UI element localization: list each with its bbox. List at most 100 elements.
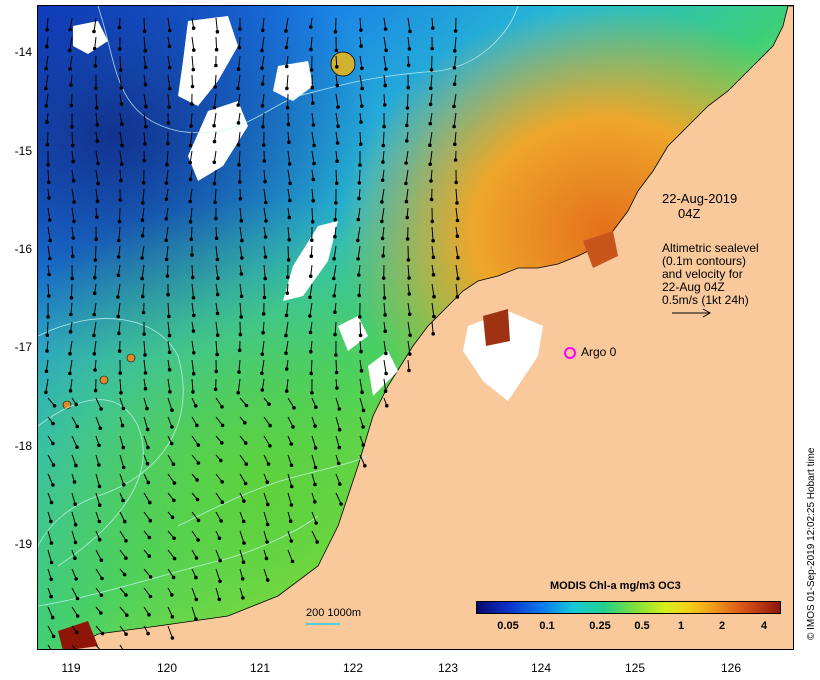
- velocity-arrow-head: [359, 368, 364, 373]
- colorbar-title: MODIS Chl-a mg/m3 OC3: [550, 580, 681, 592]
- velocity-arrow-head: [292, 406, 296, 410]
- velocity-arrow-head: [45, 142, 50, 147]
- velocity-arrow-head: [284, 64, 289, 69]
- velocity-arrow: [237, 378, 241, 393]
- velocity-arrow: [311, 207, 314, 222]
- velocity-arrow-head: [121, 406, 126, 411]
- velocity-arrow: [119, 473, 125, 485]
- velocity-arrow-head: [384, 371, 388, 376]
- velocity-arrow: [358, 283, 361, 296]
- velocity-arrow-head: [384, 67, 388, 71]
- velocity-arrow-head: [312, 161, 316, 166]
- velocity-arrow-head: [266, 462, 271, 466]
- velocity-arrow-head: [214, 236, 219, 240]
- velocity-arrow-head: [289, 463, 294, 468]
- velocity-arrow-head: [309, 68, 314, 72]
- velocity-arrow-head: [236, 103, 240, 107]
- velocity-arrow-head: [192, 48, 196, 52]
- velocity-arrow: [359, 397, 364, 411]
- lon-tick-label: 126: [720, 661, 742, 675]
- velocity-arrow-head: [213, 85, 217, 89]
- lat-tick-label: -14: [14, 45, 32, 59]
- velocity-arrow-head: [143, 371, 148, 375]
- velocity-arrow-head: [96, 181, 100, 186]
- velocity-arrow: [237, 93, 241, 106]
- velocity-arrow-head: [382, 103, 387, 107]
- velocity-arrow: [263, 435, 271, 447]
- velocity-arrow-head: [310, 85, 315, 90]
- velocity-arrow-head: [236, 121, 241, 125]
- velocity-arrow: [143, 435, 149, 448]
- velocity-arrow: [309, 302, 313, 317]
- velocity-arrow-head: [454, 180, 459, 185]
- velocity-arrow: [357, 245, 361, 259]
- velocity-arrow: [309, 283, 313, 298]
- velocity-arrow-head: [285, 86, 289, 91]
- velocity-arrow-head: [143, 142, 147, 146]
- velocity-arrow: [286, 302, 289, 316]
- velocity-arrow: [215, 549, 221, 561]
- velocity-arrow-head: [69, 312, 73, 317]
- velocity-arrow: [45, 74, 49, 89]
- velocity-arrow: [310, 264, 313, 277]
- velocity-arrow: [118, 226, 121, 241]
- velocity-arrow: [287, 416, 294, 428]
- high-chl-patch: [58, 621, 98, 649]
- velocity-arrow-head: [361, 408, 366, 413]
- velocity-arrow-head: [406, 85, 411, 90]
- velocity-arrow: [191, 359, 195, 374]
- velocity-arrow-head: [215, 333, 220, 338]
- velocity-arrow-head: [453, 158, 458, 162]
- velocity-arrow-head: [168, 390, 172, 394]
- velocity-arrow: [95, 416, 101, 429]
- velocity-arrow-head: [212, 105, 217, 110]
- velocity-arrow-head: [265, 578, 270, 582]
- velocity-arrow-head: [70, 254, 75, 259]
- velocity-arrow: [359, 74, 363, 89]
- velocity-arrow: [405, 188, 409, 202]
- velocity-arrow-head: [284, 333, 288, 338]
- velocity-arrow-head: [97, 519, 102, 524]
- velocity-arrow-head: [72, 219, 76, 224]
- velocity-arrow: [335, 397, 340, 410]
- velocity-arrow-head: [239, 294, 244, 299]
- velocity-arrow: [190, 207, 193, 222]
- high-chl-patch: [583, 231, 618, 268]
- velocity-arrow-head: [264, 556, 269, 561]
- velocity-arrow-head: [93, 275, 97, 280]
- velocity-arrow-head: [44, 104, 49, 108]
- velocity-arrow-head: [333, 332, 337, 337]
- velocity-arrow-head: [96, 161, 100, 166]
- velocity-arrow: [334, 207, 337, 220]
- velocity-arrow-head: [118, 68, 123, 72]
- argo-float-marker[interactable]: [564, 347, 576, 359]
- velocity-arrow-head: [146, 631, 150, 636]
- velocity-arrow: [406, 112, 409, 126]
- credit-text: © IMOS 01-Sep-2019 12:02:25 Hobart time: [806, 447, 817, 640]
- velocity-arrow-head: [265, 522, 270, 527]
- velocity-arrow-head: [97, 443, 101, 448]
- velocity-arrow-head: [140, 218, 145, 222]
- velocity-arrow-head: [313, 446, 318, 450]
- velocity-arrow-head: [194, 597, 199, 602]
- velocity-arrow-head: [335, 159, 339, 163]
- velocity-arrow-head: [92, 333, 96, 338]
- velocity-arrow-head: [68, 27, 73, 32]
- velocity-arrow-head: [123, 519, 127, 524]
- velocity-arrow-head: [73, 502, 78, 507]
- velocity-arrow-head: [241, 596, 245, 600]
- velocity-arrow: [143, 112, 147, 127]
- velocity-arrow: [263, 530, 268, 543]
- velocity-arrow-head: [75, 614, 80, 618]
- island: [126, 353, 136, 363]
- velocity-arrow-head: [313, 500, 317, 504]
- velocity-arrow: [71, 511, 77, 525]
- velocity-arrow-head: [171, 462, 176, 467]
- velocity-arrow: [359, 93, 363, 107]
- velocity-arrow: [45, 93, 49, 106]
- velocity-arrow: [47, 625, 55, 637]
- velocity-arrow-head: [148, 518, 153, 523]
- velocity-arrow-head: [213, 387, 218, 392]
- velocity-arrow: [191, 55, 194, 70]
- velocity-arrow-head: [429, 86, 433, 91]
